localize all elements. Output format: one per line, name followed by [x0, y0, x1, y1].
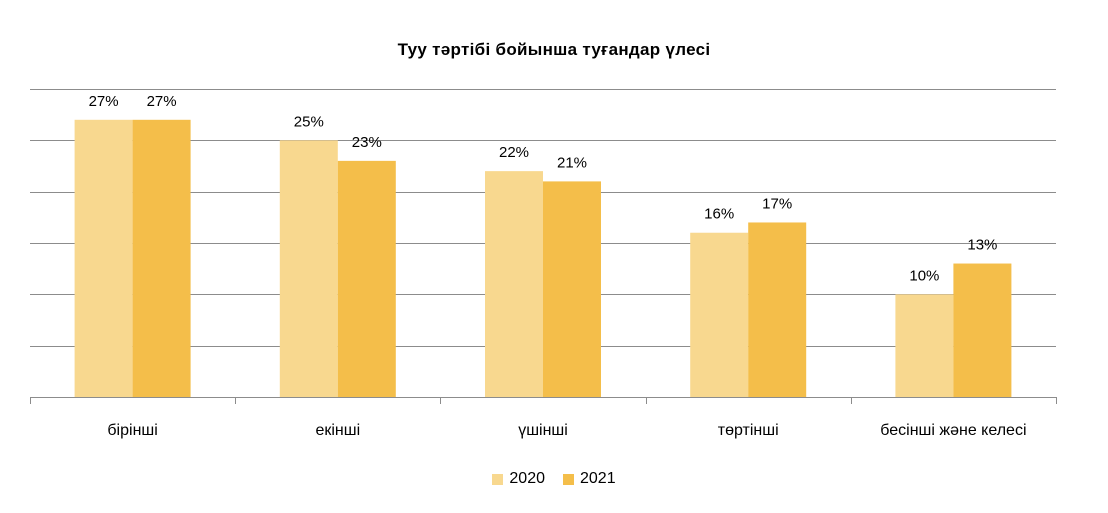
chart-title: Туу тәртібі бойынша туғандар үлесі: [397, 40, 711, 59]
legend-item-2020: 2020: [492, 470, 545, 488]
x-tick-label-3: үшінші: [518, 422, 568, 439]
bar-2021-4: [748, 222, 807, 397]
bar-2020-2: [279, 140, 338, 398]
bar-2020-5: [895, 294, 954, 397]
x-tick-label-4: төртінші: [718, 422, 779, 439]
data-label-2021-4: 17%: [762, 195, 792, 212]
legend-item-2021: 2021: [563, 470, 616, 488]
bar-2020-3: [485, 171, 543, 397]
bar-2021-3: [543, 181, 601, 397]
data-label-2021-1: 27%: [147, 93, 177, 110]
bar-2021-1: [132, 119, 191, 398]
x-tick-label-5: бесінші және келесі: [880, 422, 1026, 439]
data-label-2020-4: 16%: [704, 206, 734, 223]
legend-label-2020: 2020: [509, 470, 545, 487]
data-label-2021-5: 13%: [967, 237, 997, 254]
data-label-2020-5: 10%: [909, 267, 939, 284]
legend-swatch-2021: [563, 473, 574, 485]
legend-label-2021: 2021: [580, 470, 616, 487]
bar-2020-4: [690, 232, 749, 397]
data-label-2020-2: 25%: [294, 113, 324, 130]
data-label-2021-2: 23%: [352, 134, 382, 151]
bar-2021-5: [953, 263, 1012, 397]
x-tick-label-1: бірінші: [107, 422, 157, 439]
data-label-2021-3: 21%: [557, 154, 587, 171]
legend: 2020 2021: [0, 470, 1108, 488]
x-tick-label-2: екінші: [315, 422, 360, 439]
data-label-2020-3: 22%: [499, 144, 529, 161]
bar-2020-1: [74, 119, 133, 398]
bar-2021-2: [337, 160, 396, 397]
legend-swatch-2020: [492, 473, 504, 485]
data-label-2020-1: 27%: [89, 93, 119, 110]
